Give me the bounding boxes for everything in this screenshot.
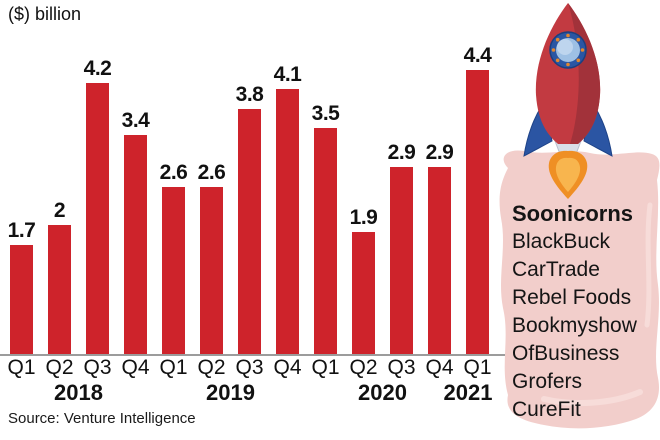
bar-2018-Q2 — [48, 225, 71, 355]
x-tick-label: Q2 — [45, 356, 74, 379]
bar-2018-Q3 — [86, 83, 109, 355]
flame-inner — [555, 157, 581, 192]
bar-value-label: 2.6 — [159, 161, 188, 184]
bar-value-label: 2 — [53, 199, 66, 222]
x-tick-label: Q3 — [235, 356, 264, 379]
bar-value-label: 4.4 — [463, 44, 492, 67]
x-tick-label: Q2 — [197, 356, 226, 379]
company-item: BlackBuck — [512, 230, 611, 253]
x-axis-line — [0, 354, 506, 356]
bar-2018-Q1 — [10, 245, 33, 355]
bar-2020-Q1 — [314, 128, 337, 355]
company-item: Rebel Foods — [512, 286, 632, 309]
bar-value-label: 1.9 — [349, 206, 378, 229]
bar-value-label: 3.4 — [121, 109, 150, 132]
rocket-illustration — [499, 3, 660, 429]
company-item: CureFit — [512, 398, 581, 421]
x-tick-label: Q4 — [121, 356, 150, 379]
porthole-window-highlight — [557, 39, 573, 55]
bar-2019-Q4 — [276, 89, 299, 355]
bar-2019-Q1 — [162, 187, 185, 355]
soonicorn-panel: Soonicorns BlackBuck CarTrade Rebel Food… — [512, 200, 637, 424]
x-tick-label: Q4 — [425, 356, 454, 379]
bar-value-label: 4.2 — [83, 57, 112, 80]
bar-value-label: 2.9 — [387, 141, 416, 164]
bar-2019-Q2 — [200, 187, 223, 355]
x-tick-label: Q3 — [83, 356, 112, 379]
bar-2018-Q4 — [124, 135, 147, 355]
company-item: OfBusiness — [512, 342, 620, 365]
highlight-blob — [499, 150, 660, 429]
x-tick-label: Q1 — [311, 356, 340, 379]
x-tick-label: Q1 — [159, 356, 188, 379]
x-tick-label: Q2 — [349, 356, 378, 379]
bar-2020-Q3 — [390, 167, 413, 355]
bar-2021-Q1 — [466, 70, 489, 355]
bar-value-label: 1.7 — [7, 219, 36, 242]
bar-2020-Q2 — [352, 232, 375, 355]
year-label: 2018 — [54, 380, 103, 405]
panel-heading: Soonicorns — [512, 201, 634, 226]
blob-texture-stroke — [541, 389, 643, 407]
bar-value-label: 3.5 — [311, 102, 340, 125]
bar-value-label: 4.1 — [273, 63, 302, 86]
year-label: 2019 — [206, 380, 255, 405]
year-label: 2021 — [443, 380, 493, 405]
bar-value-label: 2.6 — [197, 161, 226, 184]
porthole-bolts — [551, 33, 585, 67]
bar-value-label: 2.9 — [425, 141, 454, 164]
company-item: Grofers — [512, 370, 583, 393]
bar-value-label: 3.8 — [235, 83, 264, 106]
source-note: Source: Venture Intelligence — [8, 410, 196, 427]
bar-2019-Q3 — [238, 109, 261, 355]
x-tick-label: Q3 — [387, 356, 416, 379]
year-label: 2020 — [358, 380, 407, 405]
bar-2020-Q4 — [428, 167, 451, 355]
company-item: Bookmyshow — [512, 314, 637, 337]
company-item: CarTrade — [512, 258, 600, 281]
x-tick-label: Q1 — [463, 356, 492, 379]
x-tick-label: Q1 — [7, 356, 36, 379]
blob-texture-stroke — [644, 202, 653, 328]
x-tick-label: Q4 — [273, 356, 302, 379]
chart-title: ($) billion — [8, 4, 82, 24]
